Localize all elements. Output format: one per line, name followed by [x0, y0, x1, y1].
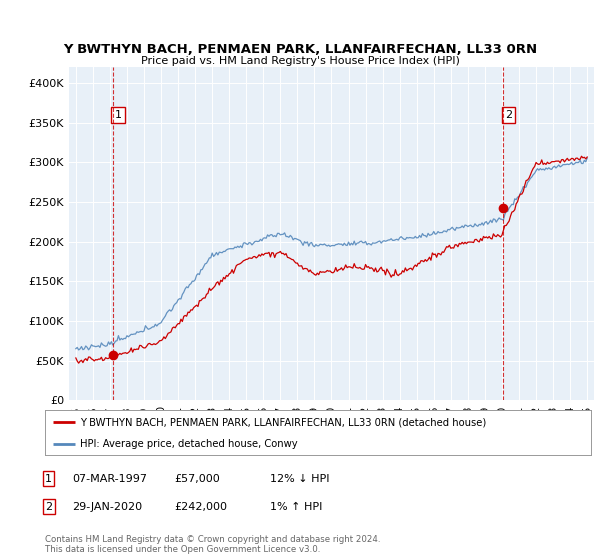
Text: Price paid vs. HM Land Registry's House Price Index (HPI): Price paid vs. HM Land Registry's House … — [140, 56, 460, 66]
Text: Contains HM Land Registry data © Crown copyright and database right 2024.
This d: Contains HM Land Registry data © Crown c… — [45, 535, 380, 554]
Text: 12% ↓ HPI: 12% ↓ HPI — [270, 474, 329, 484]
Text: 29-JAN-2020: 29-JAN-2020 — [72, 502, 142, 512]
Text: 1: 1 — [115, 110, 122, 120]
Text: 1: 1 — [45, 474, 52, 484]
Text: £57,000: £57,000 — [174, 474, 220, 484]
Text: 07-MAR-1997: 07-MAR-1997 — [72, 474, 147, 484]
Text: 2: 2 — [45, 502, 52, 512]
Text: HPI: Average price, detached house, Conwy: HPI: Average price, detached house, Conw… — [80, 438, 298, 449]
Text: 1% ↑ HPI: 1% ↑ HPI — [270, 502, 322, 512]
Text: Y BWTHYN BACH, PENMAEN PARK, LLANFAIRFECHAN, LL33 0RN: Y BWTHYN BACH, PENMAEN PARK, LLANFAIRFEC… — [63, 43, 537, 56]
Text: 2: 2 — [505, 110, 512, 120]
Text: Y BWTHYN BACH, PENMAEN PARK, LLANFAIRFECHAN, LL33 0RN (detached house): Y BWTHYN BACH, PENMAEN PARK, LLANFAIRFEC… — [80, 417, 487, 427]
Text: £242,000: £242,000 — [174, 502, 227, 512]
